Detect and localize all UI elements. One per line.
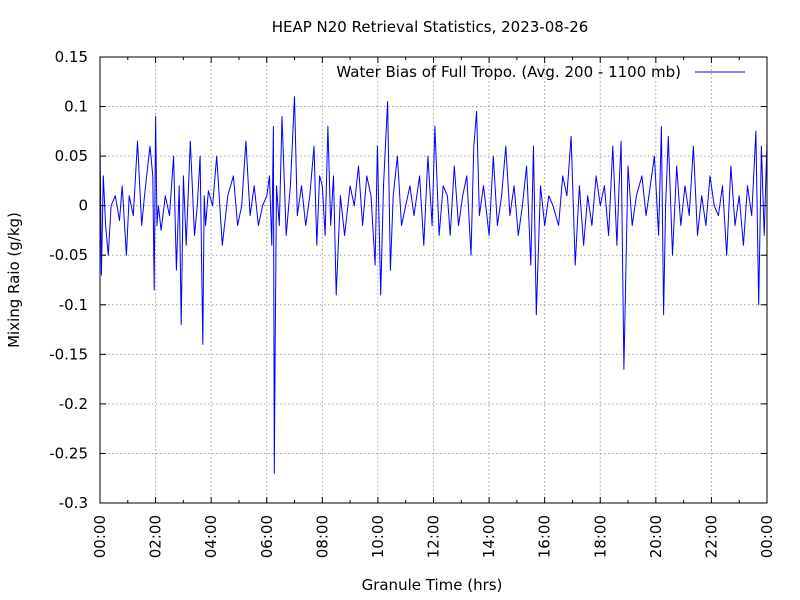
- x-tick-label: 00:00: [758, 515, 776, 558]
- x-tick-label: 18:00: [591, 515, 609, 558]
- x-tick-label: 16:00: [536, 515, 554, 558]
- grid: [100, 57, 767, 503]
- x-tick-label: 04:00: [202, 515, 220, 558]
- x-tick-label: 10:00: [369, 515, 387, 558]
- x-tick-label: 12:00: [425, 515, 443, 558]
- chart-title: HEAP N20 Retrieval Statistics, 2023-08-2…: [272, 18, 589, 36]
- y-tick-label: -0.2: [59, 395, 88, 413]
- y-axis-label: Mixing Raio (g/kg): [5, 212, 23, 348]
- x-tick-label: 02:00: [147, 515, 165, 558]
- legend: Water Bias of Full Tropo. (Avg. 200 - 11…: [336, 63, 745, 81]
- y-tick-label: 0.15: [55, 48, 88, 66]
- x-tick-label: 22:00: [702, 515, 720, 558]
- y-tick-label: -0.3: [59, 494, 88, 512]
- x-tick-label: 14:00: [480, 515, 498, 558]
- y-tick-label: -0.25: [49, 444, 88, 462]
- x-tick-label: 06:00: [258, 515, 276, 558]
- series-line: [99, 96, 768, 474]
- y-tick-label: 0.05: [55, 147, 88, 165]
- axis-ticks: 0.150.10.050-0.05-0.1-0.15-0.2-0.25-0.30…: [49, 48, 776, 558]
- x-tick-label: 08:00: [313, 515, 331, 558]
- x-axis-label: Granule Time (hrs): [362, 576, 503, 594]
- x-tick-label: 20:00: [647, 515, 665, 558]
- y-tick-label: 0: [78, 197, 88, 215]
- y-tick-label: -0.15: [49, 345, 88, 363]
- legend-label: Water Bias of Full Tropo. (Avg. 200 - 11…: [336, 63, 681, 81]
- plot-frame: [99, 56, 768, 504]
- y-tick-label: -0.05: [49, 246, 88, 264]
- x-tick-label: 00:00: [91, 515, 109, 558]
- y-tick-label: -0.1: [59, 296, 88, 314]
- series-layer: [99, 96, 768, 474]
- y-tick-label: 0.1: [64, 98, 88, 116]
